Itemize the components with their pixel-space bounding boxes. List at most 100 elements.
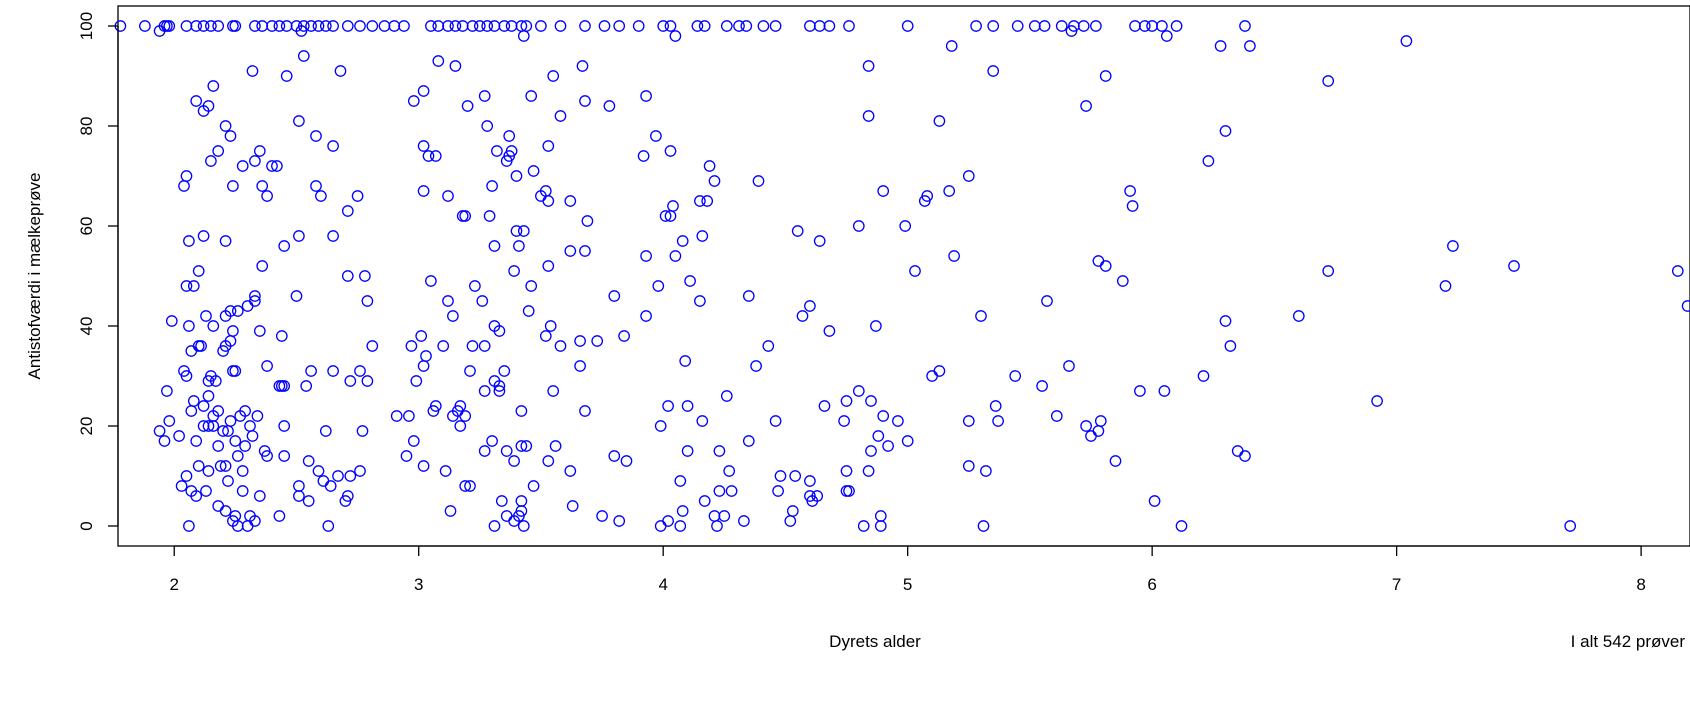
- data-point: [862, 110, 875, 122]
- data-point: [769, 20, 782, 32]
- data-point: [197, 230, 210, 242]
- data-point: [461, 100, 474, 112]
- data-point: [437, 340, 450, 352]
- data-point: [608, 450, 621, 462]
- data-point: [926, 370, 938, 382]
- data-point: [640, 310, 652, 322]
- data-point: [1050, 410, 1063, 422]
- data-point: [1231, 445, 1244, 457]
- data-point: [517, 30, 530, 42]
- data-point: [791, 225, 804, 237]
- data-point: [574, 360, 586, 372]
- data-point: [190, 95, 203, 107]
- data-point: [762, 340, 775, 352]
- data-point: [948, 250, 960, 262]
- data-point: [1092, 255, 1105, 267]
- data-point: [818, 400, 831, 412]
- data-point: [278, 420, 291, 432]
- data-point: [681, 445, 694, 457]
- data-point: [1400, 35, 1413, 47]
- data-point: [1197, 370, 1210, 382]
- data-point: [698, 20, 711, 32]
- data-point: [667, 200, 679, 212]
- data-point: [989, 400, 1002, 412]
- data-point: [202, 100, 215, 112]
- data-point: [417, 85, 430, 97]
- data-point: [1094, 415, 1107, 427]
- data-point: [163, 20, 176, 32]
- data-point: [256, 180, 269, 192]
- data-point: [227, 365, 239, 377]
- data-point: [280, 70, 293, 82]
- data-point: [442, 190, 454, 202]
- data-point: [865, 445, 877, 457]
- data-point: [253, 325, 266, 337]
- y-tick-label: 60: [77, 217, 96, 236]
- data-point: [202, 390, 215, 402]
- data-point: [1116, 275, 1129, 287]
- data-point: [774, 470, 787, 482]
- x-tick-label: 8: [1636, 575, 1645, 594]
- data-point: [637, 150, 650, 162]
- data-point: [425, 275, 437, 287]
- data-point: [865, 395, 877, 407]
- data-point: [253, 145, 266, 157]
- data-point: [1439, 280, 1452, 292]
- data-point: [852, 385, 865, 397]
- data-point: [361, 295, 374, 307]
- data-points: [114, 20, 1690, 532]
- data-point: [454, 400, 467, 412]
- data-point: [327, 230, 339, 242]
- data-point: [650, 130, 662, 142]
- data-point: [547, 70, 560, 82]
- data-point: [359, 270, 371, 282]
- data-point: [669, 250, 682, 262]
- data-point: [341, 270, 354, 282]
- data-point: [1080, 100, 1092, 112]
- data-point: [420, 350, 432, 362]
- data-point: [239, 405, 251, 417]
- data-point: [319, 20, 332, 32]
- data-point: [823, 325, 836, 337]
- data-point: [901, 20, 914, 32]
- data-point: [217, 345, 229, 357]
- data-point: [312, 20, 325, 32]
- data-point: [882, 440, 894, 452]
- data-point: [341, 490, 354, 502]
- data-point: [356, 425, 369, 437]
- data-point: [224, 130, 237, 142]
- data-point: [691, 20, 704, 32]
- data-point: [752, 175, 765, 187]
- data-point: [840, 465, 853, 477]
- data-point: [354, 20, 366, 32]
- data-point: [525, 280, 538, 292]
- data-point: [161, 20, 173, 32]
- data-point: [205, 155, 217, 167]
- data-point: [429, 150, 442, 162]
- data-point: [742, 290, 755, 302]
- data-point: [344, 470, 357, 482]
- data-point: [1322, 265, 1335, 277]
- data-point: [676, 505, 689, 517]
- data-point: [640, 90, 652, 102]
- data-point: [681, 400, 694, 412]
- data-point: [327, 365, 339, 377]
- data-point: [608, 290, 621, 302]
- data-point: [652, 280, 665, 292]
- data-point: [1671, 265, 1684, 277]
- data-point: [843, 20, 855, 32]
- data-point: [297, 50, 310, 62]
- data-point: [251, 410, 264, 422]
- data-point: [403, 410, 415, 422]
- data-point: [1080, 420, 1092, 432]
- data-point: [566, 500, 579, 512]
- data-point: [241, 300, 254, 312]
- data-point: [579, 20, 591, 32]
- data-point: [478, 385, 491, 397]
- x-tick-label: 2: [169, 575, 178, 594]
- data-point: [315, 190, 327, 202]
- data-point: [975, 310, 987, 322]
- y-tick-label: 20: [77, 417, 96, 436]
- data-point: [449, 60, 462, 72]
- data-point: [596, 510, 608, 522]
